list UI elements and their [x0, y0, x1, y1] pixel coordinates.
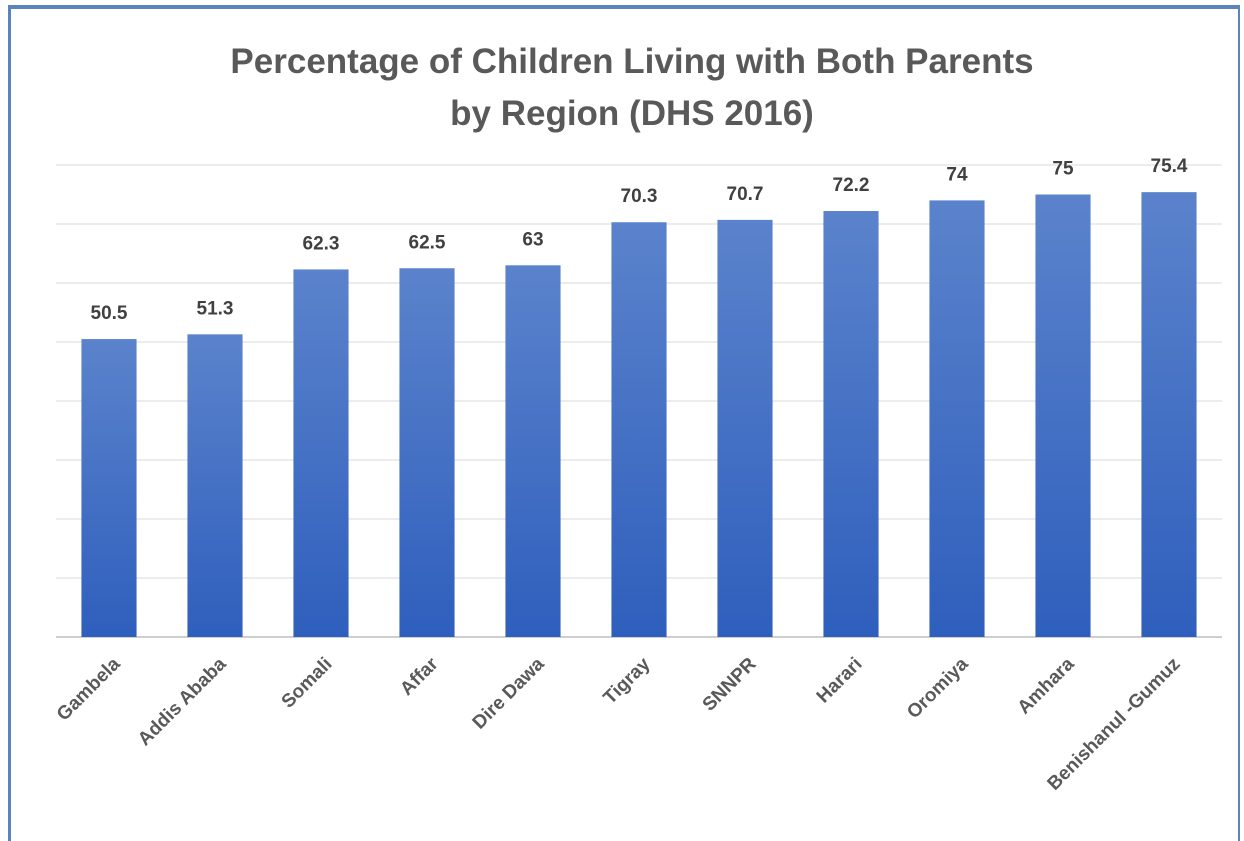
bar-snnpr [717, 219, 773, 637]
x-tick-label: Somali [278, 654, 337, 713]
bar-tigray [611, 222, 667, 638]
bar-amhara [1035, 194, 1091, 637]
x-tick-label: Affar [396, 653, 443, 700]
data-label: 50.5 [91, 303, 128, 324]
data-labels: 50.5 51.3 62.3 62.5 63 70.3 70.7 72.2 74 75 75.4 [91, 156, 1188, 324]
data-label: 51.3 [197, 298, 234, 319]
data-label: 75.4 [1151, 156, 1188, 177]
data-label: 63 [522, 229, 543, 250]
chart-title-line-2: by Region (DHS 2016) [450, 94, 814, 133]
chart-title: Percentage of Children Living with Both … [0, 36, 1244, 140]
x-tick-label: Oromiya [903, 653, 973, 723]
data-label: 70.7 [727, 184, 764, 205]
x-tick-labels: Gambela Addis Ababa Somali Affar Dire Dawa Ti… [53, 653, 1185, 794]
data-label: 62.5 [409, 232, 446, 253]
data-label: 62.3 [303, 233, 340, 254]
bar-dire-dawa [505, 265, 561, 637]
bar-somali [293, 269, 349, 637]
data-label: 75 [1052, 159, 1074, 180]
data-label: 70.3 [621, 186, 658, 207]
bar-affar [399, 268, 455, 637]
x-tick-label: Amhara [1014, 653, 1079, 718]
bar-benishanul-gumuz [1141, 192, 1197, 637]
chart-title-line-1: Percentage of Children Living with Both … [230, 42, 1034, 81]
bar-harari [823, 211, 879, 637]
data-label: 72.2 [833, 175, 870, 196]
x-tick-label: Addis Ababa [134, 653, 231, 750]
bar-oromiya [929, 200, 985, 637]
bar-gambela [81, 339, 137, 637]
x-tick-label: Dire Dawa [469, 653, 549, 733]
bars [81, 192, 1197, 638]
x-tick-label: Gambela [53, 653, 125, 725]
x-tick-label: Harari [813, 654, 867, 708]
x-tick-label: SNNPR [699, 653, 761, 715]
bar-addis-ababa [187, 334, 243, 637]
x-tick-label: Tigray [600, 653, 655, 708]
data-label: 74 [946, 164, 968, 185]
